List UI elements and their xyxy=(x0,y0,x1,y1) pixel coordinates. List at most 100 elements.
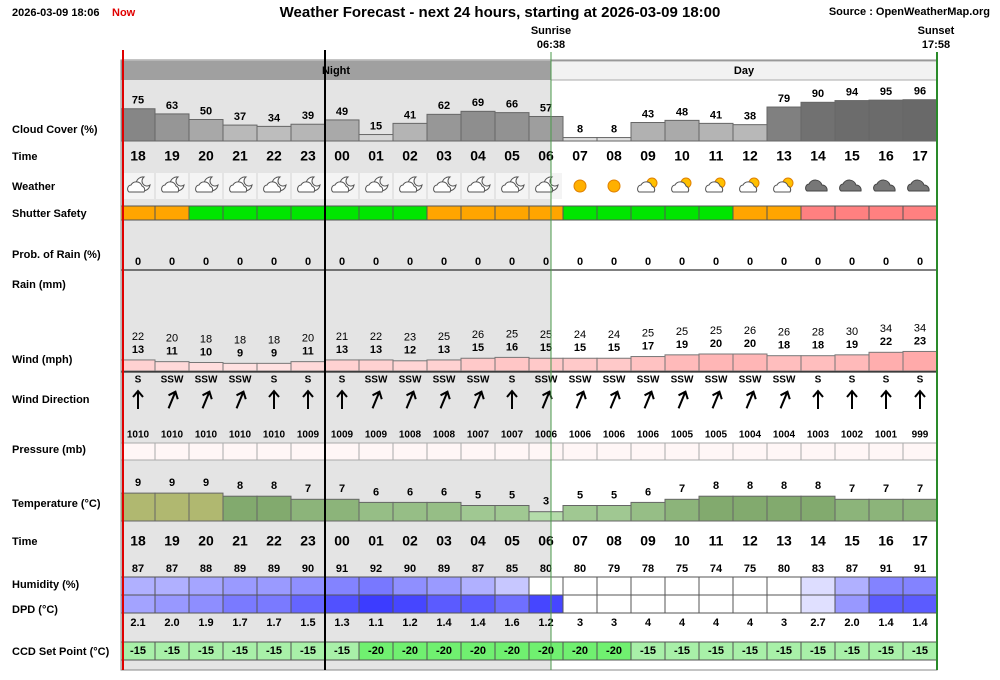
shutter-cell xyxy=(460,205,496,221)
cloud xyxy=(229,181,248,193)
wind-value: 20 xyxy=(744,338,756,350)
dpd-cell xyxy=(698,594,734,614)
cloud-bar xyxy=(528,115,564,142)
temperature-bar xyxy=(426,501,462,522)
wind-value: 11 xyxy=(166,346,178,358)
dpd-value: 1.9 xyxy=(198,617,213,629)
temperature-bar xyxy=(732,495,768,522)
wind-direction: SSW xyxy=(195,375,218,386)
dpd-cell xyxy=(630,594,666,614)
wind-direction: SSW xyxy=(603,375,626,386)
rain-prob-value: 0 xyxy=(135,256,141,268)
pressure-cell xyxy=(596,442,632,461)
wind-bar xyxy=(664,354,700,372)
wind-bar xyxy=(868,351,904,372)
wind-bar xyxy=(358,359,394,372)
cloud-bar xyxy=(562,137,598,142)
dpd-cell xyxy=(596,594,632,614)
humidity-cell xyxy=(800,576,836,596)
hour-label: 02 xyxy=(402,533,418,549)
temperature-value: 8 xyxy=(713,480,719,492)
cloud-bar xyxy=(222,124,258,142)
wind-arrow xyxy=(336,389,348,409)
now-label: Now xyxy=(112,7,136,19)
cloud-value: 95 xyxy=(880,86,892,98)
hour-label: 18 xyxy=(130,533,146,549)
cloud-value: 41 xyxy=(404,109,416,121)
hour-label: 23 xyxy=(300,148,316,164)
humidity-value: 90 xyxy=(302,563,314,575)
weather-icon xyxy=(904,173,936,199)
hour-label: 11 xyxy=(709,148,724,164)
shutter-cell xyxy=(698,205,734,221)
hour-label: 20 xyxy=(198,148,214,164)
rain-prob-value: 0 xyxy=(713,256,719,268)
pressure-value: 1005 xyxy=(705,430,728,441)
wind-arrow xyxy=(880,389,892,409)
wind-value: 13 xyxy=(132,344,144,356)
hour-label: 11 xyxy=(709,533,724,549)
temperature-bar xyxy=(120,492,156,522)
row-label: Wind Direction xyxy=(12,394,90,406)
gust-value: 28 xyxy=(812,327,824,339)
wind-bar xyxy=(834,354,870,372)
cloud-value: 48 xyxy=(676,106,688,118)
weather-icon xyxy=(190,173,222,199)
temperature-value: 5 xyxy=(509,489,515,501)
cloud-bar xyxy=(494,112,530,142)
wind-value: 9 xyxy=(237,347,243,359)
cloud xyxy=(263,181,282,193)
shutter-cell xyxy=(766,205,802,221)
dpd-value: 4 xyxy=(747,617,754,629)
rain-prob-value: 0 xyxy=(747,256,753,268)
wind-bar xyxy=(494,356,530,372)
hour-label: 06 xyxy=(538,533,554,549)
humidity-cell xyxy=(256,576,292,596)
hour-label: 04 xyxy=(470,148,486,164)
hour-label: 22 xyxy=(266,148,282,164)
shutter-cell xyxy=(358,205,394,221)
dpd-value: 1.3 xyxy=(334,617,349,629)
row-label: Pressure (mb) xyxy=(12,444,86,456)
humidity-value: 91 xyxy=(914,563,926,575)
sun xyxy=(573,179,587,193)
dpd-cell xyxy=(256,594,292,614)
pressure-cell xyxy=(460,442,496,461)
humidity-cell xyxy=(698,576,734,596)
humidity-value: 89 xyxy=(438,563,450,575)
temperature-value: 8 xyxy=(747,480,753,492)
gust-value: 26 xyxy=(778,327,790,339)
temperature-value: 7 xyxy=(339,483,345,495)
wind-arrow xyxy=(711,390,723,409)
cloud xyxy=(671,181,690,193)
weather-icon xyxy=(156,173,188,199)
shutter-cell xyxy=(528,205,564,221)
dpd-value: 1.7 xyxy=(232,617,247,629)
weather-icon xyxy=(700,173,732,199)
temperature-bar xyxy=(460,505,496,522)
wind-bar xyxy=(222,362,258,372)
rain-prob-value: 0 xyxy=(543,256,549,268)
wind-bar xyxy=(766,355,802,372)
humidity-value: 89 xyxy=(234,563,246,575)
wind-direction: SSW xyxy=(671,375,694,386)
dpd-value: 1.5 xyxy=(300,617,315,629)
row-label: Humidity (%) xyxy=(12,579,80,591)
temperature-value: 8 xyxy=(237,480,243,492)
wind-direction: SSW xyxy=(569,375,592,386)
pressure-value: 1010 xyxy=(263,430,286,441)
shutter-cell xyxy=(120,205,156,221)
sun xyxy=(607,179,621,193)
pressure-value: 1010 xyxy=(127,430,150,441)
rain-prob-value: 0 xyxy=(339,256,345,268)
wind-value: 20 xyxy=(710,338,722,350)
wind-value: 13 xyxy=(370,344,382,356)
hour-label: 02 xyxy=(402,148,418,164)
dpd-value: 4 xyxy=(645,617,652,629)
pressure-cell xyxy=(902,442,938,461)
wind-arrow xyxy=(846,389,858,409)
ccd-value: -20 xyxy=(368,645,384,657)
wind-arrow xyxy=(405,390,417,409)
wind-direction: SSW xyxy=(467,375,490,386)
temperature-bar xyxy=(222,495,258,522)
